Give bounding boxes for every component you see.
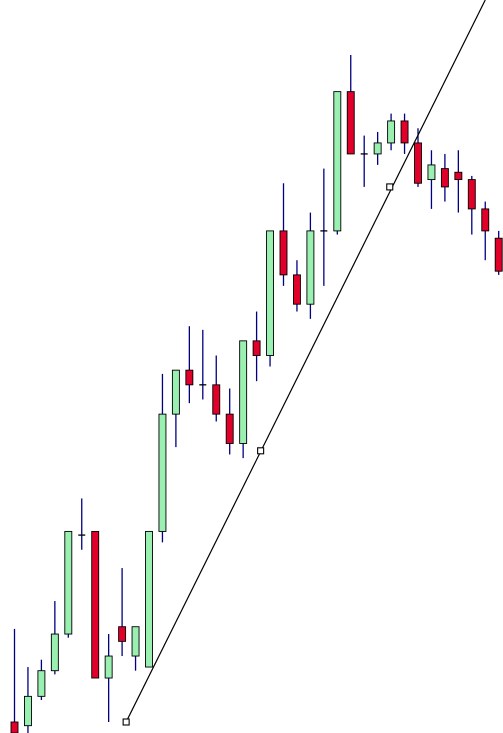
trendline-anchor-handle — [386, 183, 394, 191]
candle — [494, 230, 503, 275]
candle — [427, 150, 436, 209]
candle-body-up — [373, 142, 382, 155]
candle-body-up — [64, 530, 73, 635]
candle — [467, 175, 476, 235]
candle-body-down — [252, 340, 261, 356]
candle — [78, 498, 86, 550]
candle-body-down — [118, 626, 127, 642]
candle-body-up — [333, 91, 342, 232]
candle-body-down — [440, 168, 449, 188]
candle-body-down — [454, 171, 463, 181]
candle — [373, 131, 382, 165]
candle — [279, 183, 288, 286]
trendline-anchor-handle — [257, 447, 265, 455]
candle-body-up — [387, 120, 396, 144]
candle-body-up — [158, 413, 167, 532]
candle-body-down — [91, 530, 100, 679]
candle-body-up — [37, 670, 46, 697]
candle — [454, 150, 463, 213]
candle-body-down — [293, 274, 301, 305]
candle-body-up — [104, 655, 113, 679]
candle-body-down — [279, 230, 288, 276]
candle — [293, 260, 301, 312]
candle — [252, 311, 261, 382]
candle — [400, 113, 409, 154]
trendline-anchor-handle — [122, 718, 130, 726]
candle-body-up — [239, 340, 248, 444]
candle-body-down — [414, 142, 422, 184]
candle — [346, 54, 355, 155]
candle — [320, 168, 328, 286]
candle — [64, 530, 73, 638]
candle — [185, 326, 194, 404]
candle-body-down — [481, 208, 490, 232]
candle-body-up — [171, 369, 180, 415]
candle — [118, 568, 127, 657]
candle — [225, 388, 234, 455]
candle — [333, 91, 342, 235]
candle — [212, 355, 221, 422]
candle — [158, 373, 167, 543]
candle — [360, 135, 368, 187]
candle-body-down — [346, 91, 355, 155]
candle-body-up — [50, 633, 59, 672]
candle — [414, 128, 422, 187]
candle-body-down — [494, 237, 503, 272]
candle — [440, 153, 449, 202]
candle — [10, 628, 19, 733]
candle — [24, 667, 32, 733]
candle-body-down — [185, 369, 194, 386]
candle — [91, 530, 100, 679]
candles-group — [10, 54, 503, 733]
candle — [104, 634, 113, 723]
candle — [266, 230, 274, 367]
candle — [306, 212, 315, 319]
candle-body-up — [145, 530, 153, 668]
candle — [171, 369, 180, 448]
candle — [131, 626, 140, 671]
candle-body-up — [306, 230, 315, 305]
candle-body-down — [467, 179, 476, 210]
candle-body-up — [24, 695, 32, 727]
candle — [481, 201, 490, 261]
candle-body-up — [266, 230, 274, 356]
candle-body-down — [10, 721, 19, 733]
candle-body-down — [225, 413, 234, 444]
candle — [37, 659, 46, 701]
trendline — [125, 0, 486, 723]
candle-body-down — [400, 120, 409, 144]
candle-body-down — [212, 384, 221, 415]
candle — [239, 340, 248, 459]
candle — [50, 601, 59, 675]
candle-body-up — [427, 164, 436, 181]
candle — [145, 530, 153, 668]
candle — [387, 113, 396, 151]
candle-body-up — [131, 626, 140, 657]
candle — [199, 329, 207, 400]
